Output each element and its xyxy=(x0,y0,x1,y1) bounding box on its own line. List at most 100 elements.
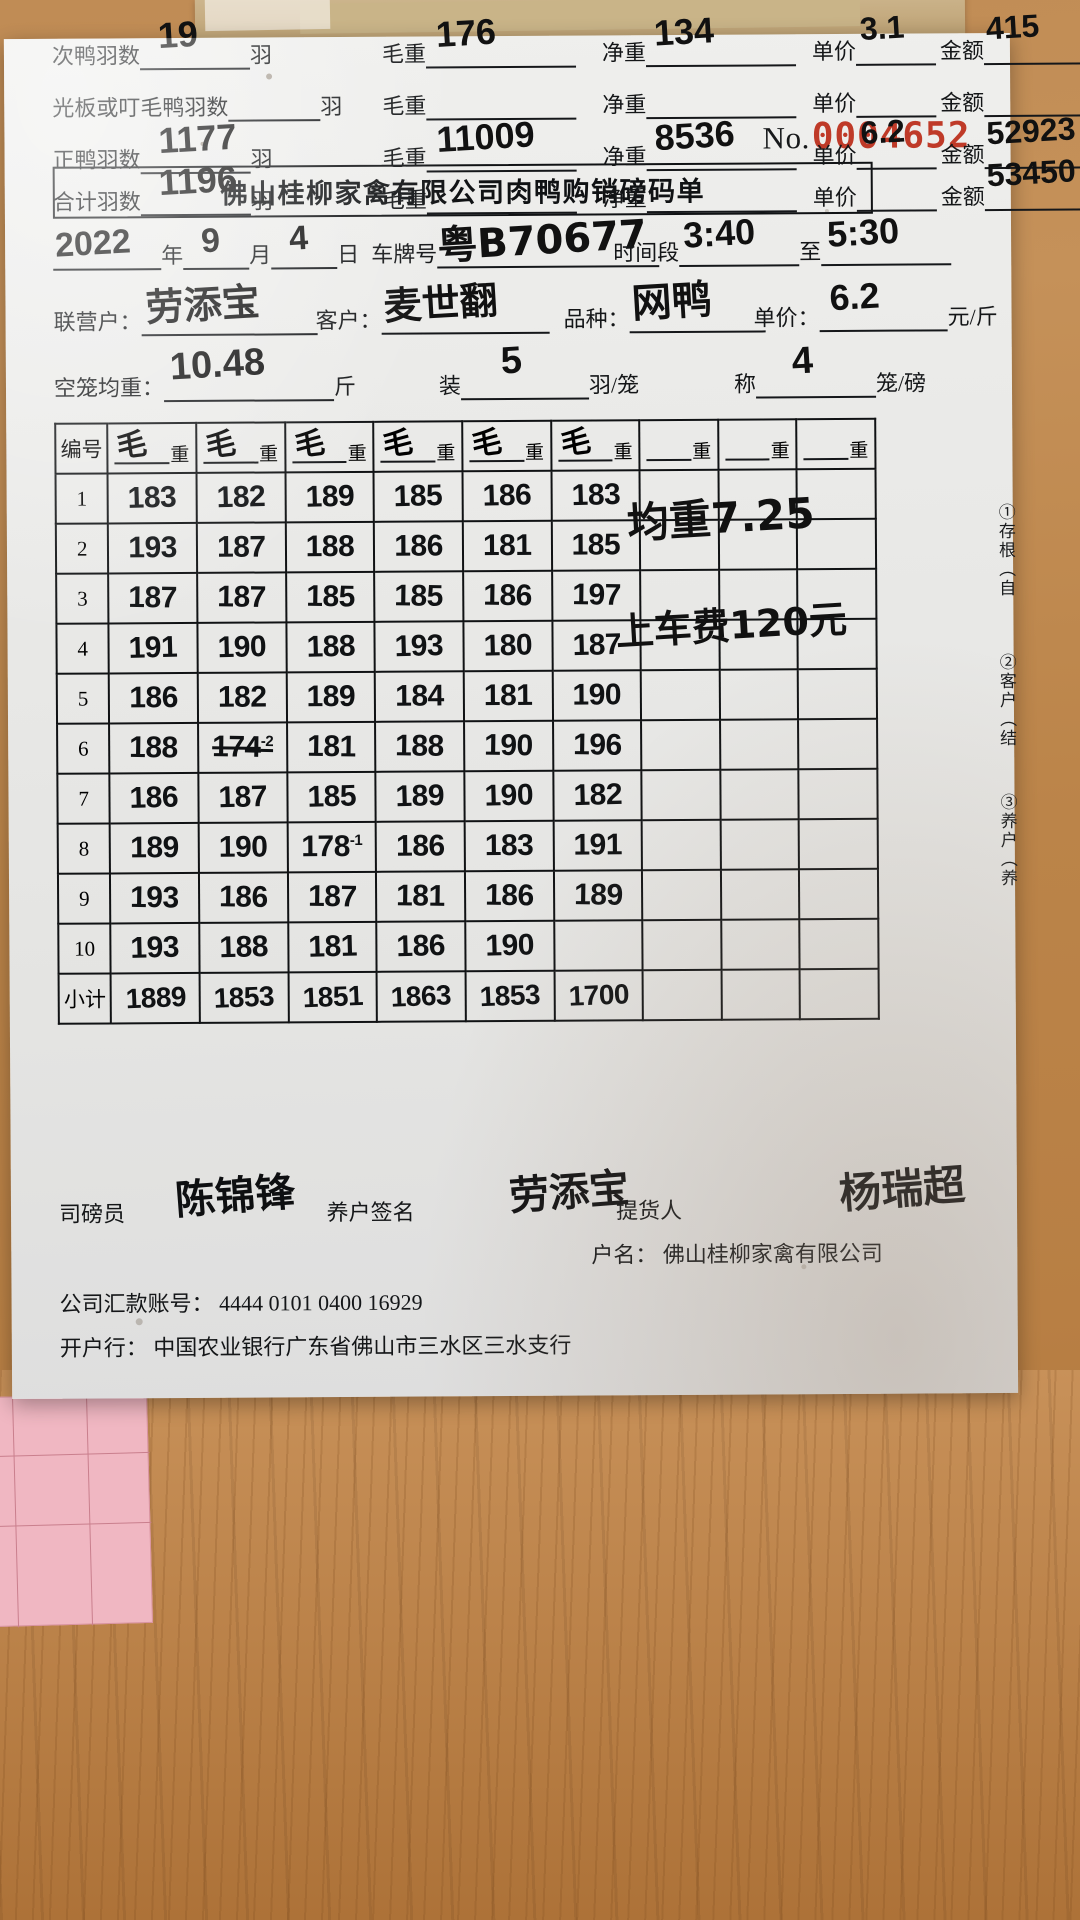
row-number: 7 xyxy=(57,773,111,824)
weight-cell: 191 xyxy=(108,622,198,674)
summary-row-bad-duck-price-value-blank: 3.1 xyxy=(855,8,937,66)
customer-value: 麦世翻 xyxy=(382,278,499,329)
summary-row-total-count-value: 1196 xyxy=(157,157,238,204)
summary-row-bad-duck-count-value-blank: 19 xyxy=(139,13,251,71)
weight-cell: 186 xyxy=(463,570,552,622)
summary-row-good-duck-gross-value-blank: 11009 xyxy=(426,113,577,173)
weight-cell: 190 xyxy=(465,920,555,972)
remittance-row: 公司汇款账号： 4444 0101 0400 16929 xyxy=(59,1285,423,1319)
breed-label: 品种： xyxy=(563,306,630,332)
table-row: 7 186 187 185 189 190 182 xyxy=(57,768,878,824)
note-average-weight: 均重7.25 xyxy=(625,488,816,549)
weight-cell xyxy=(719,669,799,720)
signature-row: 司磅员 陈锦锋 养户签名 劳添宝 提货人 杨瑞超 xyxy=(59,1160,967,1229)
summary-row-bare-duck-count-value-blank xyxy=(228,91,321,122)
weight-cell: 182 xyxy=(552,770,642,821)
weight-cell: 187 xyxy=(197,572,287,623)
subtotal-cell: 1853 xyxy=(199,972,289,1023)
weight-cell: 188 xyxy=(286,621,376,673)
row-number: 10 xyxy=(58,923,111,974)
summary-row-bad-duck-count-unit: 羽 xyxy=(249,42,273,68)
receipt-sheet: No. 0004652 佛山桂柳家禽有限公司肉鸭购销磅码单 2022 年 9 月… xyxy=(3,7,1080,1400)
weight-cell xyxy=(798,718,878,770)
row-number: 6 xyxy=(57,723,110,774)
weight-cell: 174-2 xyxy=(198,722,287,773)
unitprice-value: 6.2 xyxy=(828,274,881,319)
time-to-label: 至 xyxy=(799,239,822,265)
weight-cell: 187 xyxy=(198,772,288,823)
row-number: 3 xyxy=(56,573,109,624)
weight-cell: 189 xyxy=(553,870,643,921)
summary-row-bad-duck-count-value: 19 xyxy=(156,12,200,57)
partner-value: 劳添宝 xyxy=(144,279,261,331)
summary-row-good-duck-count-value: 1177 xyxy=(157,115,238,162)
subtotal-cell xyxy=(642,969,722,1021)
column-header-mao: 毛 xyxy=(115,426,150,466)
weight-cell: 186 xyxy=(464,870,554,922)
table-row: 5 186 182 189 184 181 190 xyxy=(56,668,878,724)
summary-row-total-count-unit: 羽 xyxy=(250,188,273,214)
summary-row-good-duck-net-value-blank: 8536 xyxy=(646,113,797,172)
summary-row-good-duck-amount-label: 金额 xyxy=(940,142,985,168)
table-header-row: 编号毛重毛重毛重毛重毛重毛重重重重 xyxy=(55,418,876,474)
subtotal-label: 小计 xyxy=(58,973,112,1024)
weight-cell: 181 xyxy=(376,871,466,922)
subtotal-cell: 1863 xyxy=(376,971,466,1022)
weight-cell: 186 xyxy=(374,521,464,572)
subtotal-cell: 1700 xyxy=(554,970,644,1021)
summary-row-total-price-value-blank xyxy=(856,181,937,212)
table-row: 6 188 174-2 181 188 190 196 xyxy=(57,718,878,774)
table-subtotal-row: 小计 1889 1853 1851 1863 1853 1700 xyxy=(58,968,879,1024)
weight-cell xyxy=(798,668,878,720)
summary-row-total-price-label: 单价 xyxy=(812,184,857,211)
summary-row-good-duck-net-value: 8536 xyxy=(653,112,736,159)
weight-cell xyxy=(642,869,722,921)
remit-label: 公司汇款账号： xyxy=(59,1290,214,1317)
summary-row-total-amount-label: 金额 xyxy=(940,184,985,210)
column-header-weight: 毛重 xyxy=(196,422,286,473)
summary-row-total-count-label: 合计羽数 xyxy=(52,189,141,215)
weight-cell: 186 xyxy=(375,821,465,872)
partner-label: 联营户： xyxy=(53,309,142,335)
cell-correction-mark: -2 xyxy=(260,732,274,751)
weight-cell xyxy=(641,769,721,821)
table-row: 8 189 190 178-1 186 183 191 xyxy=(57,818,878,874)
column-header-zhong: 重 xyxy=(170,444,190,467)
wood-table-surface xyxy=(0,1370,1080,1920)
bank-label: 开户行： xyxy=(59,1335,148,1361)
picker-value: 杨瑞超 xyxy=(837,1159,967,1219)
column-header-weight: 毛重 xyxy=(284,421,374,473)
weight-cell: 189 xyxy=(110,822,199,874)
row-number: 9 xyxy=(57,873,111,924)
column-header-weight: 重 xyxy=(717,419,797,470)
weight-cell: 182 xyxy=(197,672,287,723)
stub-label-1: ①存根（自 xyxy=(995,502,1016,599)
receipt-content: No. 0004652 佛山桂柳家禽有限公司肉鸭购销磅码单 2022 年 9 月… xyxy=(4,7,1080,1399)
row-number: 4 xyxy=(56,623,110,674)
summary-row-good-duck-gross-value: 11009 xyxy=(435,113,536,160)
summary-row-total-amount-value: 53450 xyxy=(985,152,1077,194)
header-row-parties: 联营户： 劳添宝 客户： 麦世翻 品种： 网鸭 单价： 6.2 xyxy=(53,274,998,337)
summary-row-bad-duck-count-label: 次鸭羽数 xyxy=(51,43,141,69)
summary-row-good-duck-net-label: 净重 xyxy=(602,144,647,170)
weight-cell: 193 xyxy=(110,922,200,974)
breed-value: 网鸭 xyxy=(630,276,713,328)
weight-cell: 186 xyxy=(109,672,199,724)
summary-row-good-duck-count-label: 正鸭羽数 xyxy=(52,147,141,173)
summary-row-total-amount-value-blank: 53450 xyxy=(984,152,1080,212)
pink-paper-sheet xyxy=(0,1392,153,1628)
summary-row-total-count-value-blank: 1196 xyxy=(140,158,251,217)
weight-cell: 186 xyxy=(198,872,288,923)
weight-cell: 185 xyxy=(285,571,375,623)
column-header-zhong: 重 xyxy=(436,443,456,465)
table-row: 9 193 186 187 181 186 189 xyxy=(57,868,879,924)
weight-cell xyxy=(641,719,721,771)
unitprice-label: 单价： xyxy=(753,305,820,331)
summary-row-bad-duck-amount-value-blank: 415 xyxy=(983,7,1080,66)
year-value: 2022 xyxy=(54,222,132,265)
weight-cell: 188 xyxy=(109,722,199,774)
summary-row-total: 合计羽数 1196 羽 毛重 净重 单价 金额 53450 xyxy=(52,152,1080,229)
summary-row-bare-duck-amount-label: 金额 xyxy=(940,90,985,116)
row-number: 5 xyxy=(56,673,110,724)
header-row-cage: 空笼均重： 10.48 斤 装 5 羽/笼 称 4 笼/磅 xyxy=(54,339,974,403)
